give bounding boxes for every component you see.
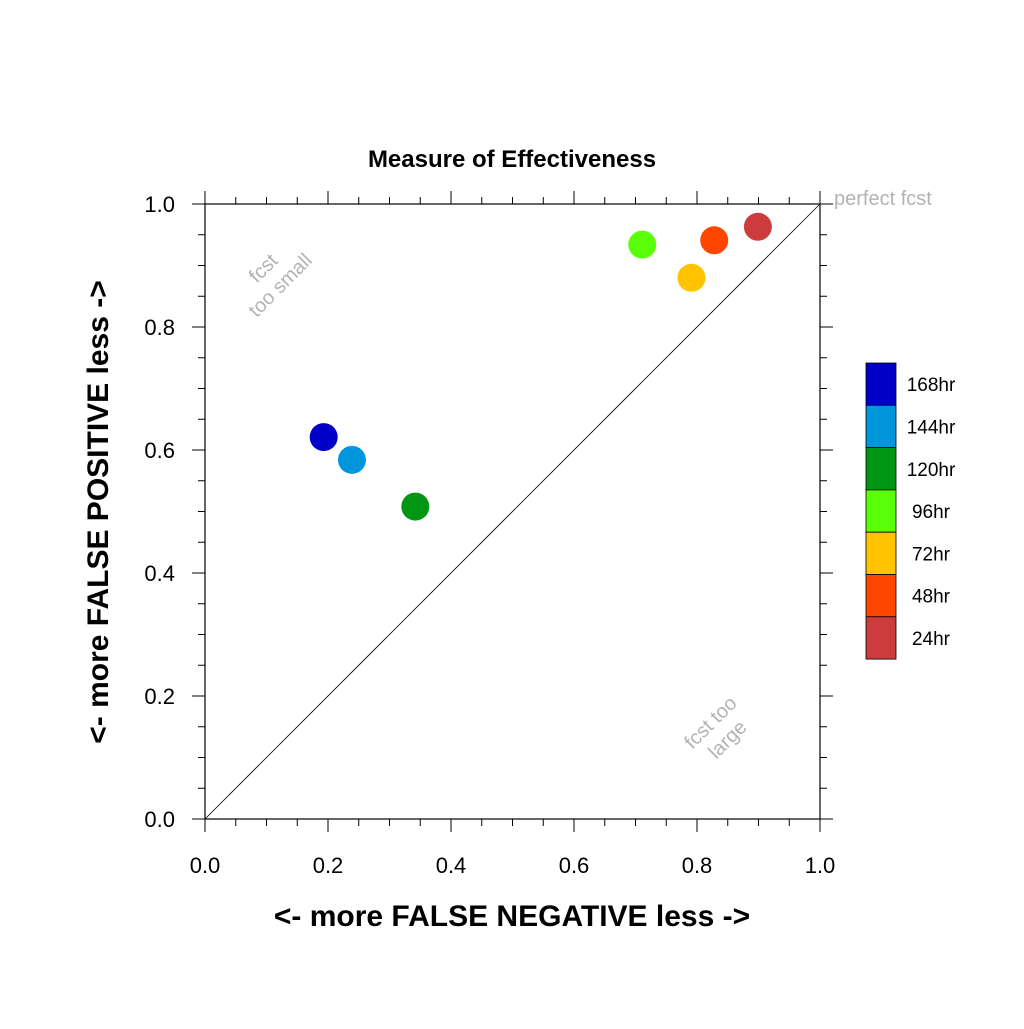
y-tick-label: 0.2 xyxy=(144,684,175,709)
data-point-24hr xyxy=(743,212,772,241)
legend-label-24hr: 24hr xyxy=(912,629,951,650)
y-tick-label: 0.8 xyxy=(144,315,175,340)
tick-labels: 0.0 0.2 0.4 0.6 0.8 1.0 0.0 0.2 0.4 0.6 0.8 1.0 xyxy=(144,192,835,878)
x-tick-label: 0.0 xyxy=(190,853,221,878)
legend-label-168hr: 168hr xyxy=(907,375,956,396)
y-tick-label: 0.4 xyxy=(144,561,175,586)
legend-label-120hr: 120hr xyxy=(907,460,956,481)
x-tick-label: 0.2 xyxy=(313,853,344,878)
x-tick-label: 0.6 xyxy=(559,853,590,878)
legend-label-48hr: 48hr xyxy=(912,587,951,608)
data-point-48hr xyxy=(700,226,729,255)
y-tick-label: 0.6 xyxy=(144,438,175,463)
x-tick-label: 1.0 xyxy=(805,853,836,878)
data-points xyxy=(309,212,772,521)
annotation-perfect-fcst: perfect fcst xyxy=(834,188,932,210)
legend-swatch-120hr xyxy=(865,447,897,491)
legend: 168hr 144hr 120hr 96hr 72hr 48hr 24hr xyxy=(865,362,956,660)
x-tick-label: 0.4 xyxy=(436,853,467,878)
legend-label-144hr: 144hr xyxy=(907,417,956,438)
data-point-96hr xyxy=(628,230,657,259)
y-tick-label: 1.0 xyxy=(144,192,175,217)
y-axis-label: <- more FALSE POSITIVE less -> xyxy=(82,280,115,744)
legend-swatch-144hr xyxy=(865,404,897,448)
axis-ticks xyxy=(192,191,833,832)
x-axis-label: <- more FALSE NEGATIVE less -> xyxy=(274,900,750,933)
data-point-72hr xyxy=(677,263,706,292)
legend-swatch-72hr xyxy=(865,531,897,575)
chart-title: Measure of Effectiveness xyxy=(368,146,656,173)
x-tick-label: 0.8 xyxy=(682,853,713,878)
data-point-168hr xyxy=(309,423,338,452)
data-point-144hr xyxy=(337,445,366,474)
legend-swatch-24hr xyxy=(865,616,897,660)
legend-label-96hr: 96hr xyxy=(912,502,951,523)
data-point-120hr xyxy=(401,492,430,521)
diagonal-reference-line xyxy=(204,203,821,820)
legend-swatch-48hr xyxy=(865,574,897,618)
legend-swatch-96hr xyxy=(865,489,897,533)
legend-swatch-168hr xyxy=(865,362,897,406)
legend-label-72hr: 72hr xyxy=(912,544,951,565)
y-tick-label: 0.0 xyxy=(144,807,175,832)
